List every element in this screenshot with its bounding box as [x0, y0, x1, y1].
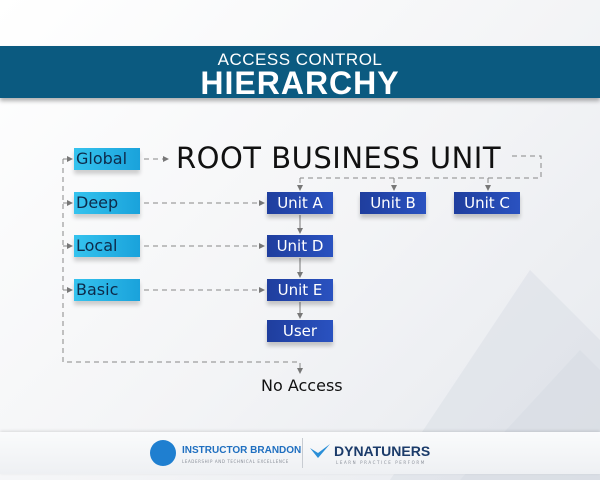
dynatuners-check-icon	[310, 444, 330, 458]
level-deep: Deep	[74, 192, 140, 214]
footer-divider	[302, 438, 303, 468]
instructor-brandon-logo-icon	[150, 440, 176, 466]
brand2-name: DYNATUNERS	[334, 443, 431, 459]
brand1-tagline: LEADERSHIP AND TECHNICAL EXCELLENCE	[182, 459, 289, 464]
root-business-unit: ROOT BUSINESS UNIT	[176, 141, 502, 175]
brand1-name: INSTRUCTOR BRANDON	[182, 445, 302, 456]
footer-logos: INSTRUCTOR BRANDON LEADERSHIP AND TECHNI…	[0, 432, 600, 474]
title-banner: ACCESS CONTROL HIERARCHY	[0, 46, 600, 101]
left-bracket-line	[62, 159, 303, 374]
unit-d: Unit D	[267, 235, 333, 257]
unit-c: Unit C	[454, 192, 520, 214]
unit-user: User	[267, 320, 333, 342]
no-access-label: No Access	[261, 376, 343, 395]
banner-subtitle: ACCESS CONTROL	[217, 50, 383, 69]
brand2-tagline: LEARN PRACTICE PERFORM	[336, 460, 426, 465]
level-local: Local	[74, 235, 140, 257]
level-global: Global	[74, 148, 140, 170]
unit-a: Unit A	[267, 192, 333, 214]
root-bracket	[300, 155, 542, 179]
banner-title: HIERARCHY	[200, 65, 400, 101]
unit-b: Unit B	[360, 192, 426, 214]
level-basic: Basic	[74, 279, 140, 301]
unit-e: Unit E	[267, 279, 333, 301]
